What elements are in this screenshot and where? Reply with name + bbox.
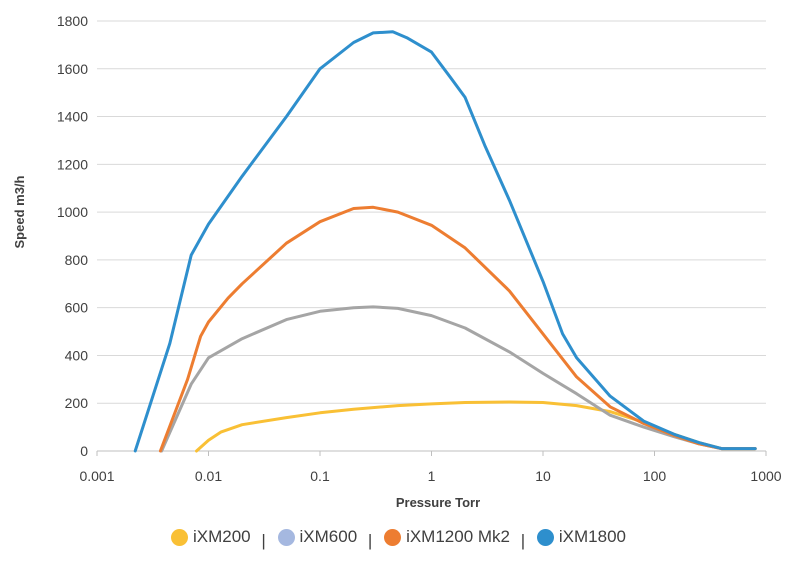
series-line-ixm200	[195, 400, 757, 453]
y-tick-label: 1400	[57, 109, 88, 125]
legend-item-ixm600: iXM600	[277, 527, 358, 547]
legend-separator: |	[367, 530, 373, 550]
y-tick-label: 400	[65, 347, 89, 363]
series-line-ixm1200-mk2	[158, 205, 757, 453]
axes	[96, 450, 767, 456]
series-line-ixm1800	[133, 30, 757, 453]
legend-label-ixm1200-mk2: iXM1200 Mk2	[406, 527, 510, 546]
legend-swatch-ixm600	[277, 528, 295, 546]
y-tick-label: 1000	[57, 204, 88, 220]
tick-labels: 0 200 400 600 800 1000 1200 1400 1600 1800 0.001 0.…	[57, 13, 782, 484]
gridlines	[97, 20, 766, 404]
x-tick-label: 1000	[750, 468, 781, 484]
x-tick-label: 0.001	[79, 468, 114, 484]
legend-item-ixm1200-mk2: iXM1200 Mk2	[384, 527, 510, 547]
legend-item-ixm200: iXM200	[171, 527, 251, 547]
y-tick-label: 200	[65, 395, 89, 411]
x-tick-label: 0.01	[195, 468, 222, 484]
y-tick-label: 800	[65, 252, 89, 268]
x-tick-label: 0.1	[310, 468, 330, 484]
x-axis-title: Pressure Torr	[396, 495, 480, 510]
y-axis-title: Speed m3/h	[12, 175, 27, 248]
legend-label-ixm200: iXM200	[193, 527, 251, 546]
line-chart: 0 200 400 600 800 1000 1200 1400 1600 1800 0.001 0.…	[12, 13, 782, 510]
legend-label-ixm600: iXM600	[299, 527, 358, 546]
x-tick-label: 100	[643, 468, 667, 484]
legend-separator: |	[520, 530, 526, 550]
y-tick-label: 0	[80, 443, 88, 459]
legend-swatch-ixm1800	[536, 528, 554, 546]
legend-item-ixm1800: iXM1800	[536, 527, 626, 547]
legend-label-ixm1800: iXM1800	[558, 527, 626, 546]
y-tick-label: 600	[65, 300, 89, 316]
y-tick-label: 1800	[57, 13, 88, 29]
legend-swatch-ixm200	[171, 528, 188, 546]
x-tick-label: 10	[535, 468, 551, 484]
x-tick-label: 1	[428, 468, 436, 484]
legend-separator: |	[261, 530, 266, 550]
legend-swatch-ixm1200-mk2	[384, 528, 402, 546]
y-tick-label: 1200	[57, 156, 88, 172]
legend: iXM200 | iXM600 | iXM1200 Mk2 | iXM1800	[0, 527, 797, 551]
series-lines	[133, 30, 757, 453]
y-tick-label: 1600	[57, 61, 88, 77]
